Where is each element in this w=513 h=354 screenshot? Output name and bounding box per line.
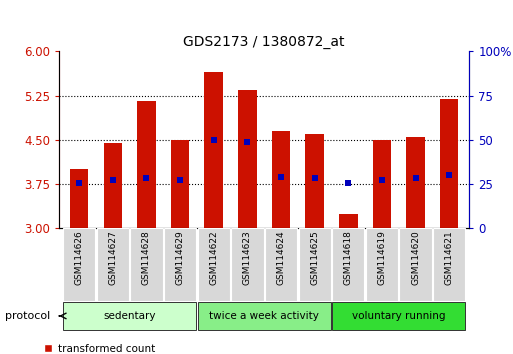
Bar — [305, 134, 324, 228]
FancyBboxPatch shape — [366, 228, 398, 301]
FancyBboxPatch shape — [164, 228, 196, 301]
Bar — [171, 140, 189, 228]
Text: GSM114626: GSM114626 — [75, 230, 84, 285]
Bar — [137, 102, 156, 228]
Text: GSM114618: GSM114618 — [344, 230, 353, 285]
FancyBboxPatch shape — [433, 228, 465, 301]
Text: GSM114621: GSM114621 — [445, 230, 453, 285]
FancyBboxPatch shape — [63, 302, 196, 330]
FancyBboxPatch shape — [198, 302, 331, 330]
FancyBboxPatch shape — [332, 302, 465, 330]
FancyBboxPatch shape — [299, 228, 331, 301]
Bar — [104, 143, 122, 228]
Text: GSM114620: GSM114620 — [411, 230, 420, 285]
Bar — [372, 140, 391, 228]
Bar — [339, 213, 358, 228]
FancyBboxPatch shape — [265, 228, 297, 301]
FancyBboxPatch shape — [96, 228, 129, 301]
Bar — [406, 137, 425, 228]
FancyBboxPatch shape — [130, 228, 163, 301]
Text: GSM114628: GSM114628 — [142, 230, 151, 285]
FancyBboxPatch shape — [231, 228, 264, 301]
Bar — [440, 98, 459, 228]
Text: GSM114622: GSM114622 — [209, 230, 218, 285]
Bar — [238, 90, 256, 228]
Text: GSM114627: GSM114627 — [108, 230, 117, 285]
FancyBboxPatch shape — [63, 228, 95, 301]
Bar — [205, 72, 223, 228]
Text: sedentary: sedentary — [104, 311, 156, 321]
Bar — [70, 169, 88, 228]
Text: GSM114623: GSM114623 — [243, 230, 252, 285]
Text: GSM114629: GSM114629 — [175, 230, 185, 285]
Text: twice a week activity: twice a week activity — [209, 311, 319, 321]
Title: GDS2173 / 1380872_at: GDS2173 / 1380872_at — [184, 35, 345, 49]
Text: voluntary running: voluntary running — [352, 311, 445, 321]
Text: GSM114624: GSM114624 — [277, 230, 286, 285]
Text: GSM114619: GSM114619 — [378, 230, 386, 285]
Bar — [272, 131, 290, 228]
Legend: transformed count, percentile rank within the sample: transformed count, percentile rank withi… — [38, 340, 239, 354]
FancyBboxPatch shape — [198, 228, 230, 301]
FancyBboxPatch shape — [332, 228, 364, 301]
FancyBboxPatch shape — [400, 228, 432, 301]
Text: GSM114625: GSM114625 — [310, 230, 319, 285]
Text: protocol: protocol — [5, 311, 50, 321]
